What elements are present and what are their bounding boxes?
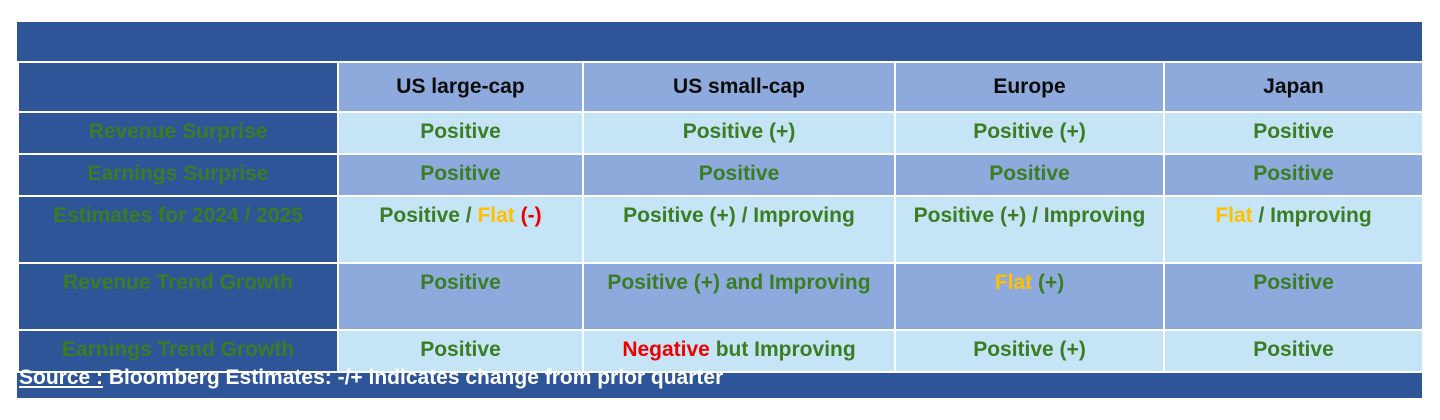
cell-text-segment: but Improving	[709, 338, 856, 361]
table-cell: Positive (+) / Improving	[582, 195, 896, 264]
title-bar	[17, 22, 1422, 61]
table-cell: Negative but Improving	[582, 329, 896, 373]
table-cell: Positive (+)	[582, 111, 896, 155]
cell-text-segment: Positive (+)	[682, 120, 796, 143]
table-row: Revenue Surprise Positive Positive (+) P…	[17, 111, 1424, 155]
cell-text-segment: / Improving	[1252, 204, 1372, 227]
row-label: Revenue Trend Growth	[17, 262, 339, 331]
table-cell: Positive	[1163, 153, 1424, 197]
cell-text-segment: (+)	[1032, 271, 1065, 294]
cell-text-segment: Flat	[477, 204, 515, 227]
source-label: Source :	[19, 366, 104, 389]
header-row: US large-cap US small-cap Europe Japan	[17, 61, 1424, 113]
corner-cell	[17, 61, 339, 113]
table-cell: Flat / Improving	[1163, 195, 1424, 264]
cell-text-segment: Positive	[420, 338, 501, 361]
table-row: Estimates for 2024 / 2025 Positive / Fla…	[17, 195, 1424, 264]
column-header-us-small-cap: US small-cap	[582, 61, 896, 113]
cell-text-segment: Positive	[989, 162, 1070, 185]
table-cell: Positive	[1163, 329, 1424, 373]
cell-text-segment: Positive	[420, 162, 501, 185]
table-cell: Positive	[337, 153, 584, 197]
cell-text-segment: Flat	[994, 271, 1033, 294]
cell-text-segment: Positive (+) and Improving	[607, 271, 871, 294]
source-text: Bloomberg Estimates: -/+ indicates chang…	[103, 366, 724, 389]
cell-text-segment: Positive	[698, 162, 780, 185]
cell-text-segment: Positive (+)	[973, 120, 1086, 143]
cell-text-segment: Positive	[1253, 271, 1334, 294]
row-label: Revenue Surprise	[17, 111, 339, 155]
cell-text-segment: Positive (+)	[973, 338, 1086, 361]
cell-text-segment: Positive	[1253, 162, 1334, 185]
row-label: Earnings Trend Growth	[17, 329, 339, 373]
table-cell: Positive	[894, 153, 1165, 197]
cell-text-segment: Positive	[1253, 120, 1334, 143]
table-cell: Positive / Flat (-)	[337, 195, 584, 264]
outlook-table-frame: US large-cap US small-cap Europe Japan R…	[17, 22, 1424, 398]
table-cell: Positive (+) and Improving	[582, 262, 896, 331]
table-cell: Flat (+)	[894, 262, 1165, 331]
cell-text-segment: Positive	[420, 120, 501, 143]
table-cell: Positive	[1163, 262, 1424, 331]
table-cell: Positive (+)	[894, 111, 1165, 155]
row-label: Earnings Surprise	[17, 153, 339, 197]
table-cell: Positive	[337, 329, 584, 373]
cell-text-segment: Positive /	[379, 204, 478, 227]
cell-text-segment: (-)	[514, 204, 542, 227]
row-label: Estimates for 2024 / 2025	[17, 195, 339, 264]
cell-text-segment: Positive	[1253, 338, 1334, 361]
table-cell: Positive (+)	[894, 329, 1165, 373]
table-cell: Positive	[582, 153, 896, 197]
table-cell: Positive	[1163, 111, 1424, 155]
column-header-europe: Europe	[894, 61, 1165, 113]
table-cell: Positive	[337, 262, 584, 331]
cell-text-segment: Positive	[420, 271, 501, 294]
column-header-us-large-cap: US large-cap	[337, 61, 584, 113]
table-row: Earnings Trend Growth Positive Negative …	[17, 329, 1424, 373]
cell-text-segment: Flat	[1215, 204, 1253, 227]
cell-text-segment: Negative	[622, 338, 710, 361]
cell-text-segment: Positive (+) / Improving	[623, 204, 855, 227]
outlook-table: US large-cap US small-cap Europe Japan R…	[17, 61, 1424, 373]
table-cell: Positive	[337, 111, 584, 155]
column-header-japan: Japan	[1163, 61, 1424, 113]
source-footnote: Source : Bloomberg Estimates: -/+ indica…	[17, 358, 1422, 398]
table-row: Revenue Trend Growth Positive Positive (…	[17, 262, 1424, 331]
cell-text-segment: Positive (+) / Improving	[913, 204, 1146, 227]
table-cell: Positive (+) / Improving	[894, 195, 1165, 264]
table-row: Earnings Surprise Positive Positive Posi…	[17, 153, 1424, 197]
